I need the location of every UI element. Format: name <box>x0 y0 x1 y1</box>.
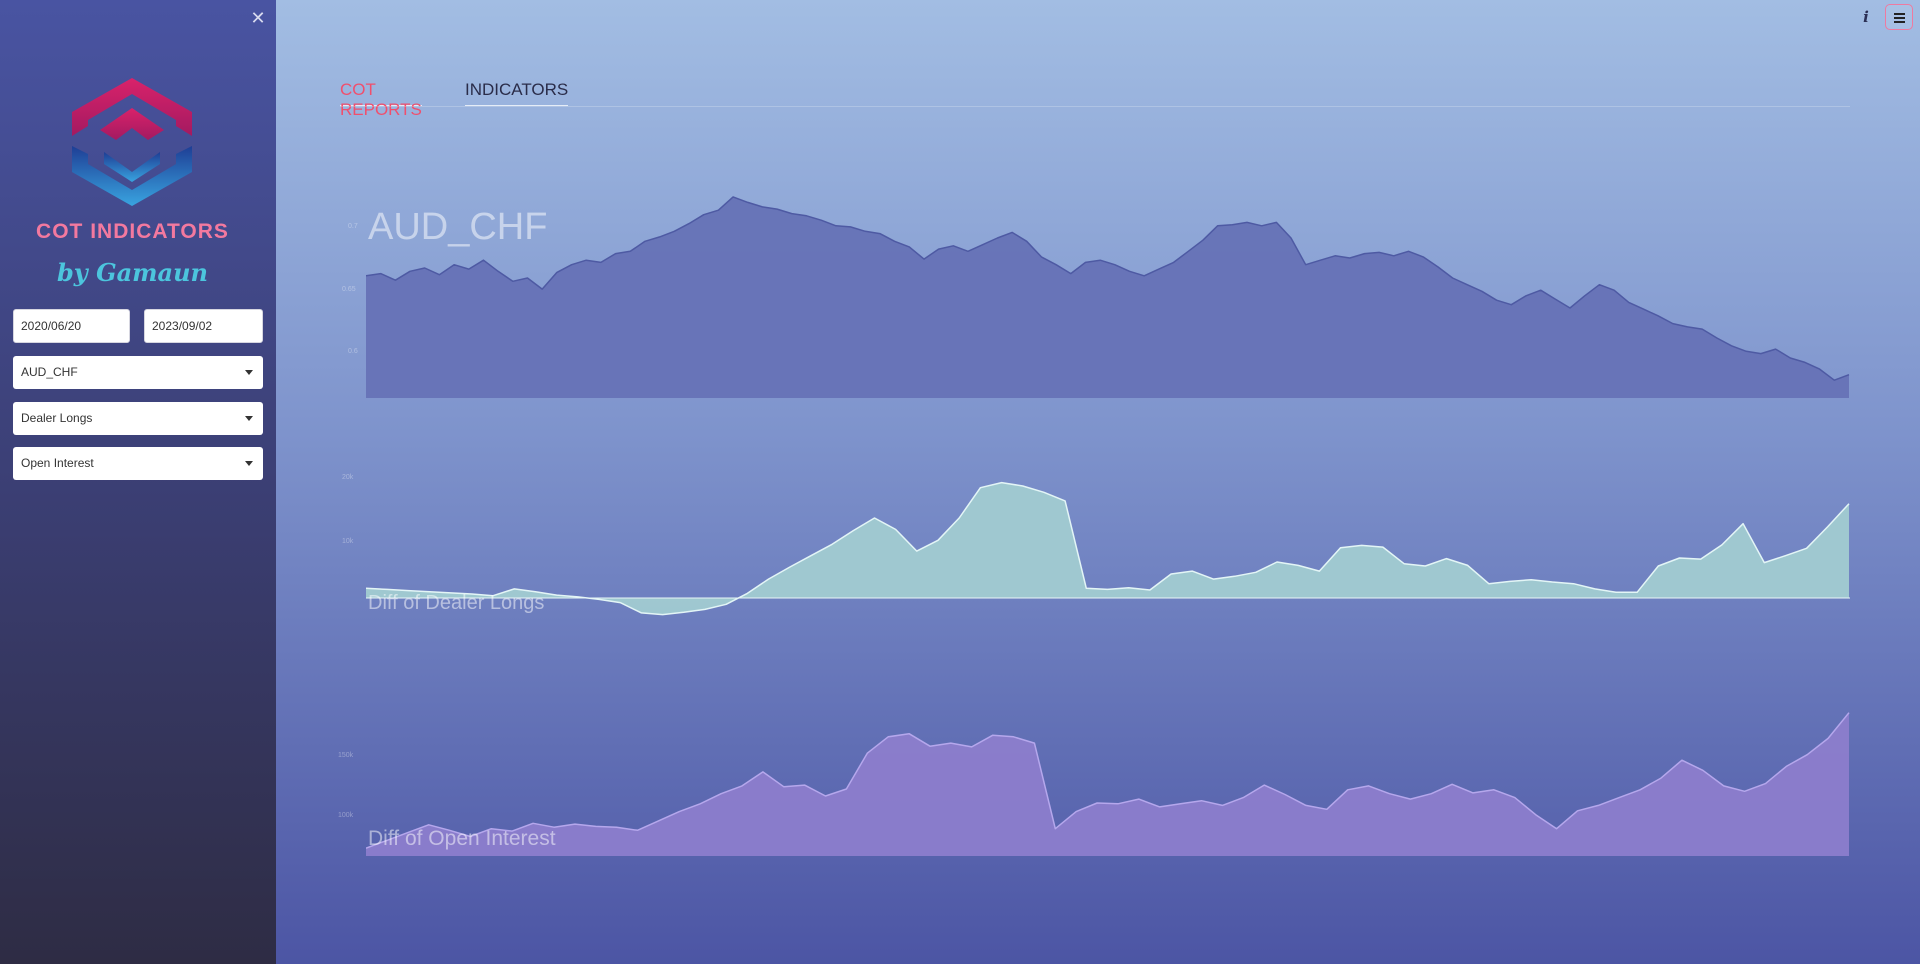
y-tick-label: 0.7 <box>348 223 358 230</box>
close-icon[interactable]: ✕ <box>250 8 266 28</box>
hamburger-menu-icon[interactable] <box>1885 4 1913 30</box>
info-icon[interactable]: i <box>1863 8 1869 26</box>
y-tick-label: 0.65 <box>342 286 356 293</box>
y-tick-label: 150k <box>338 752 354 759</box>
series-area <box>366 196 1849 398</box>
open-interest-chart <box>365 712 1850 856</box>
tab-divider <box>340 106 1850 107</box>
metric-select-value: Dealer Longs <box>21 411 93 425</box>
tab-indicators[interactable]: INDICATORS <box>465 80 569 106</box>
dealer-longs-chart <box>365 481 1850 616</box>
chevron-down-icon <box>245 370 253 375</box>
series-line <box>365 481 1850 616</box>
price-chart <box>365 196 1850 398</box>
symbol-select-value: AUD_CHF <box>21 365 78 379</box>
end-date-input[interactable]: 2023/09/02 <box>144 309 263 343</box>
metric2-select-value: Open Interest <box>21 456 94 470</box>
chevron-down-icon <box>245 461 253 466</box>
start-date-input[interactable]: 2020/06/20 <box>13 309 130 343</box>
symbol-select[interactable]: AUD_CHF <box>13 356 263 389</box>
series-line <box>365 712 1850 849</box>
sidebar: ✕ COT INDICATORS by Gamaun 2020/06/20 20… <box>0 0 276 964</box>
metric2-select[interactable]: Open Interest <box>13 447 263 480</box>
y-tick-label: 10k <box>342 538 354 545</box>
dealer-longs-chart-panel: 20k 10k Diff of Dealer Longs <box>342 470 1850 630</box>
y-tick-label: 100k <box>338 812 354 819</box>
open-interest-chart-panel: 150k 100k Diff of Open Interest <box>338 700 1850 860</box>
series-line <box>365 196 1850 381</box>
tab-cot-reports[interactable]: COT REPORTS <box>340 80 422 119</box>
chevron-down-icon <box>245 416 253 421</box>
series-area <box>366 482 1849 615</box>
brand-title: COT INDICATORS <box>36 220 229 243</box>
brand-subtitle: by Gamaun <box>57 258 208 287</box>
hexagon-logo <box>64 72 200 212</box>
y-tick-label: 0.6 <box>348 348 358 355</box>
price-chart-panel: 0.7 0.65 0.6 AUD_CHF <box>342 190 1850 404</box>
y-tick-label: 20k <box>342 474 354 481</box>
series-area <box>366 712 1849 856</box>
metric-select[interactable]: Dealer Longs <box>13 402 263 435</box>
